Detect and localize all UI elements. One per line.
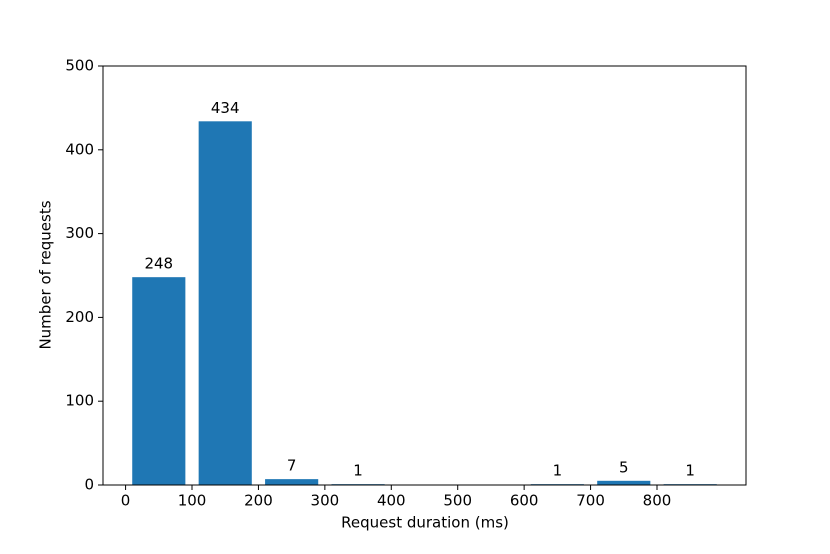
value-label: 434: [211, 99, 240, 117]
y-tick-label: 400: [65, 140, 94, 158]
y-tick-label: 300: [65, 224, 94, 242]
bar: [198, 121, 252, 486]
value-label: 5: [619, 458, 629, 476]
x-tick-label: 0: [121, 492, 131, 510]
y-tick-label: 100: [65, 392, 94, 410]
bar: [132, 277, 186, 485]
value-label: 248: [144, 255, 173, 273]
x-axis-label: Request duration (ms): [341, 514, 509, 532]
plot-frame: [102, 65, 747, 486]
x-tick-label: 100: [178, 492, 207, 510]
y-tick-label: 0: [84, 476, 94, 494]
value-label: 7: [287, 457, 297, 475]
x-tick-label: 700: [576, 492, 605, 510]
x-tick-label: 500: [443, 492, 472, 510]
y-axis-label: Number of requests: [37, 200, 55, 349]
bar: [265, 479, 319, 485]
value-label: 1: [553, 462, 563, 480]
x-tick-label: 600: [510, 492, 539, 510]
x-tick-label: 400: [377, 492, 406, 510]
y-tick-label: 200: [65, 308, 94, 326]
x-tick-label: 200: [244, 492, 273, 510]
x-tick-label: 800: [643, 492, 672, 510]
bar: [597, 480, 651, 485]
value-label: 1: [685, 462, 695, 480]
value-label: 1: [353, 462, 363, 480]
y-tick-label: 500: [65, 57, 94, 75]
x-tick-label: 300: [311, 492, 340, 510]
